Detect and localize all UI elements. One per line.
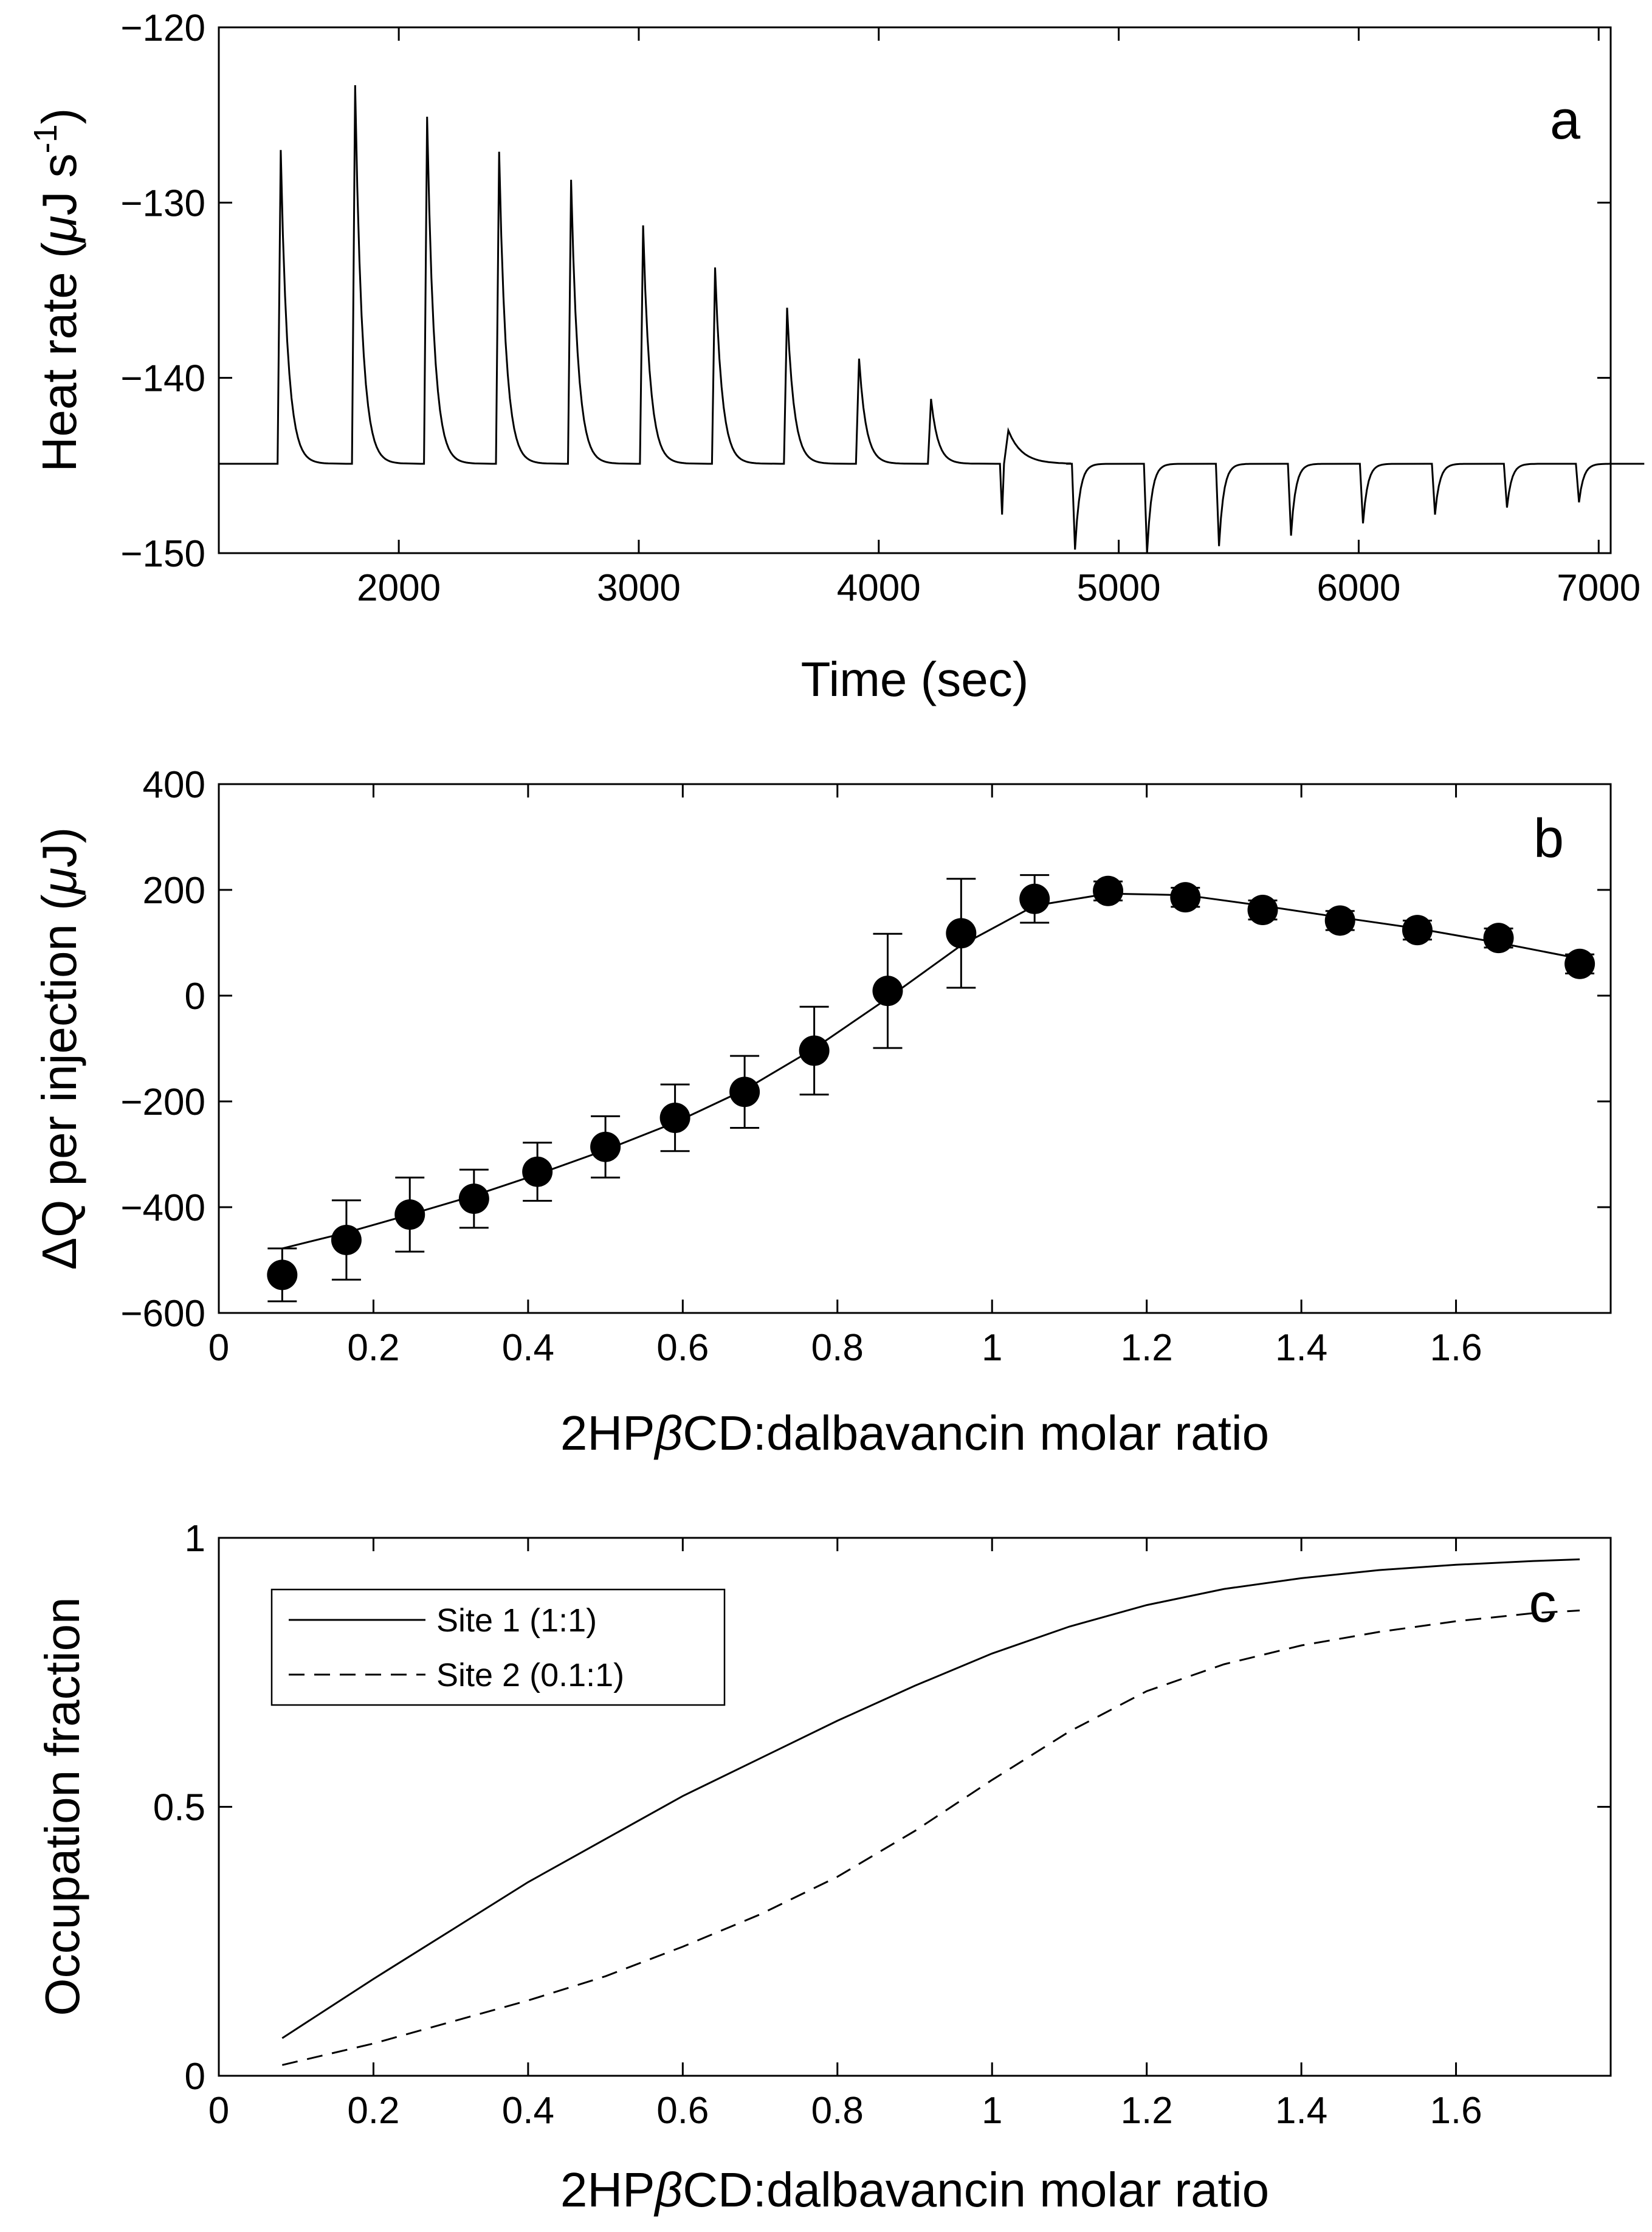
x-tick-label: 3000 bbox=[597, 567, 681, 609]
y-tick-label: 0 bbox=[185, 2056, 205, 2098]
x-tick-label: 1.6 bbox=[1430, 1327, 1482, 1369]
y-tick-label: −600 bbox=[120, 1293, 205, 1335]
panel-c-y-ticks: 10.50 bbox=[153, 1518, 1611, 2098]
y-tick-label: −140 bbox=[120, 358, 205, 400]
y-tick-label: −120 bbox=[120, 7, 205, 49]
panel-b-letter: b bbox=[1533, 808, 1564, 869]
site1-curve bbox=[281, 1558, 1580, 2039]
panel-b-frame bbox=[218, 783, 1612, 1314]
x-tick-label: 7000 bbox=[1557, 567, 1640, 609]
x-tick-label: 1.6 bbox=[1430, 2090, 1482, 2132]
panel-b-y-ticks: 400 200 0 −200 −400 −600 bbox=[120, 764, 1611, 1335]
data-point bbox=[1247, 895, 1278, 926]
x-tick-label: 1.2 bbox=[1121, 1327, 1173, 1369]
y-tick-label: 0 bbox=[185, 976, 205, 1018]
data-point bbox=[872, 976, 903, 1007]
panel-b-xlabel: 2HPβCD:dalbavancin molar ratio bbox=[560, 1406, 1269, 1460]
panel-a-plot-area bbox=[219, 85, 1645, 554]
x-tick-label: 0.6 bbox=[656, 1327, 709, 1369]
legend-box bbox=[270, 1588, 726, 1706]
panel-a-ylabel: Heat rate (μJ s-1) bbox=[27, 108, 86, 472]
data-point bbox=[458, 1183, 489, 1214]
panel-c-x-ticks: 0 0.2 0.4 0.6 0.8 1 1.2 1.4 1.6 bbox=[208, 1538, 1482, 2132]
x-tick-label: 0.8 bbox=[811, 2090, 864, 2132]
x-tick-label: 0.2 bbox=[347, 2090, 399, 2132]
x-tick-label: 1 bbox=[982, 2090, 1002, 2132]
legend-site1-label: Site 1 (1:1) bbox=[436, 1602, 597, 1639]
data-point bbox=[1483, 923, 1514, 954]
data-point bbox=[394, 1199, 425, 1230]
x-tick-label: 0 bbox=[208, 1327, 229, 1369]
data-point bbox=[1402, 915, 1433, 946]
y-tick-label: −400 bbox=[120, 1187, 205, 1229]
x-tick-label: 6000 bbox=[1316, 567, 1400, 609]
panel-b-x-ticks: 0 0.2 0.4 0.6 0.8 1 1.2 1.4 1.6 bbox=[208, 784, 1482, 1369]
panel-b: b 2HPβCD:dalbavancin molar ratio ΔQ per … bbox=[32, 764, 1612, 1460]
heat-rate-trace bbox=[219, 85, 1645, 554]
x-tick-label: 0.6 bbox=[656, 2090, 709, 2132]
data-point bbox=[1093, 875, 1124, 906]
panel-c: c 2HPβCD:dalbavancin molar ratio Occupat… bbox=[35, 1518, 1612, 2217]
legend-site2-label: Site 2 (0.1:1) bbox=[436, 1657, 624, 1693]
panel-a-frame bbox=[218, 26, 1612, 554]
panel-c-legend: Site 1 (1:1) Site 2 (0.1:1) bbox=[270, 1588, 726, 1706]
x-tick-label: 1.2 bbox=[1121, 2090, 1173, 2132]
panel-a-letter: a bbox=[1550, 90, 1581, 151]
x-tick-label: 5000 bbox=[1077, 567, 1161, 609]
data-point bbox=[522, 1156, 553, 1187]
y-tick-label: −130 bbox=[120, 182, 205, 224]
x-tick-label: 0.4 bbox=[502, 2090, 554, 2132]
data-point bbox=[729, 1076, 760, 1107]
y-tick-label: −150 bbox=[120, 533, 205, 575]
panel-c-plot-area bbox=[281, 1558, 1580, 2066]
x-tick-label: 1 bbox=[982, 1327, 1002, 1369]
data-point bbox=[1170, 882, 1201, 913]
panel-a-xlabel: Time (sec) bbox=[801, 652, 1029, 706]
x-tick-label: 0.4 bbox=[502, 1327, 554, 1369]
x-tick-label: 4000 bbox=[837, 567, 921, 609]
data-point bbox=[590, 1131, 621, 1162]
y-tick-label: 400 bbox=[143, 764, 205, 806]
y-tick-label: 0.5 bbox=[153, 1787, 205, 1829]
panel-b-plot-area bbox=[267, 874, 1595, 1303]
data-point bbox=[267, 1259, 298, 1290]
y-tick-label: −200 bbox=[120, 1081, 205, 1123]
panel-b-ylabel: ΔQ per injection (μJ) bbox=[32, 827, 86, 1270]
data-point bbox=[946, 918, 977, 949]
panel-c-xlabel: 2HPβCD:dalbavancin molar ratio bbox=[560, 2163, 1269, 2217]
data-point bbox=[331, 1224, 362, 1255]
panel-c-ylabel: Occupation fraction bbox=[35, 1597, 89, 2016]
x-tick-label: 1.4 bbox=[1275, 1327, 1327, 1369]
x-tick-label: 1.4 bbox=[1275, 2090, 1327, 2132]
site2-curve bbox=[281, 1610, 1580, 2066]
panel-a-x-ticks: 2000 3000 4000 5000 6000 7000 bbox=[357, 27, 1640, 609]
data-point bbox=[1324, 905, 1355, 936]
y-tick-label: 200 bbox=[143, 870, 205, 912]
y-tick-label: 1 bbox=[185, 1518, 205, 1560]
data-point bbox=[1564, 948, 1595, 979]
data-point bbox=[1019, 883, 1050, 914]
data-point bbox=[659, 1102, 690, 1133]
panel-a-y-ticks: −120 −130 −140 −150 bbox=[120, 7, 1611, 575]
data-point bbox=[799, 1035, 830, 1066]
x-tick-label: 0.2 bbox=[347, 1327, 399, 1369]
x-tick-label: 0.8 bbox=[811, 1327, 864, 1369]
x-tick-label: 2000 bbox=[357, 567, 441, 609]
x-tick-label: 0 bbox=[208, 2090, 229, 2132]
panel-a: a Time (sec) Heat rate (μJ s-1) 2000 3000… bbox=[27, 7, 1645, 706]
panel-c-letter: c bbox=[1529, 1573, 1557, 1634]
